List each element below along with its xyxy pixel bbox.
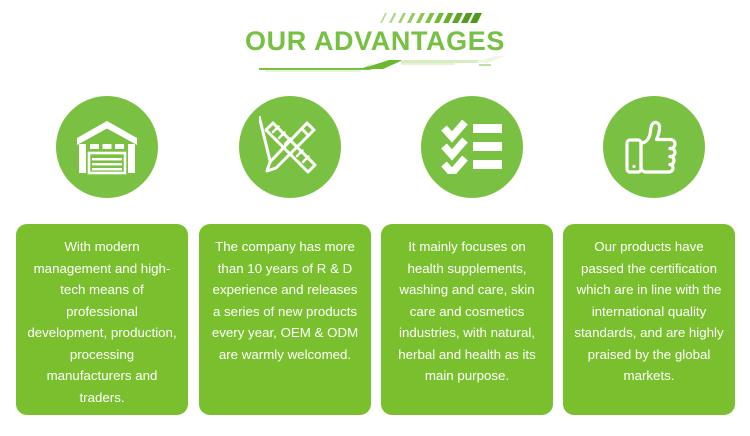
advantage-icon-circle-1[interactable] xyxy=(56,96,158,198)
icon-row xyxy=(0,96,750,204)
ruler-pencil-icon xyxy=(259,116,321,178)
warehouse-icon xyxy=(76,119,138,175)
stripes-decoration-icon xyxy=(374,11,486,26)
advantage-card-text-1: With modern management and high-tech mea… xyxy=(27,239,177,405)
checklist-icon xyxy=(441,120,503,174)
advantage-card-1[interactable]: With modern management and high-tech mea… xyxy=(16,224,188,415)
advantage-icon-circle-3[interactable] xyxy=(421,96,523,198)
advantage-card-text-2: The company has more than 10 years of R … xyxy=(211,239,359,362)
advantage-card-4[interactable]: Our products have passed the certificati… xyxy=(563,224,735,415)
advantage-icon-circle-2[interactable] xyxy=(239,96,341,198)
swoosh-decoration-icon xyxy=(243,54,511,76)
advantage-card-2[interactable]: The company has more than 10 years of R … xyxy=(199,224,371,415)
advantage-card-3[interactable]: It mainly focuses on health supplements,… xyxy=(381,224,553,415)
page-title: OUR ADVANTAGES xyxy=(245,26,505,56)
advantage-card-text-4: Our products have passed the certificati… xyxy=(574,239,724,383)
advantage-card-text-3: It mainly focuses on health supplements,… xyxy=(398,239,536,383)
advantage-cards: With modern management and high-tech mea… xyxy=(0,224,750,416)
advantage-icon-circle-4[interactable] xyxy=(603,96,705,198)
thumbs-up-icon xyxy=(624,117,684,177)
section-header: OUR ADVANTAGES xyxy=(0,0,750,86)
